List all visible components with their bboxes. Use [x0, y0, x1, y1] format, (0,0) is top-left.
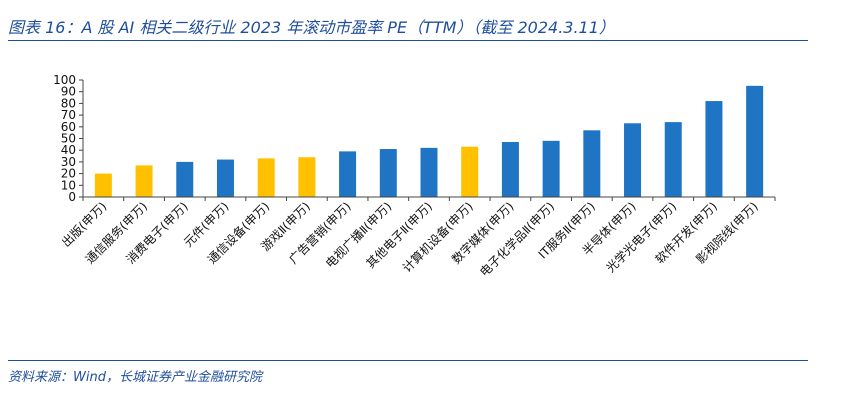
y-tick-label: 0	[68, 190, 76, 204]
category-label: 计算机设备(申万)	[399, 199, 476, 276]
bar	[664, 122, 682, 197]
y-tick-label: 10	[61, 178, 76, 192]
title-divider	[8, 40, 808, 41]
y-tick-label: 30	[61, 155, 76, 169]
bar	[379, 149, 397, 197]
source-note: 资料来源：Wind，长城证券产业金融研究院	[8, 370, 262, 385]
source-divider	[8, 360, 808, 361]
bar	[94, 173, 112, 197]
bar	[461, 146, 479, 197]
bar	[420, 147, 438, 197]
bar	[339, 151, 357, 197]
bar	[746, 85, 764, 197]
x-axis: 出版(申万)通信服务(申万)消费电子(申万)元件(申万)通信设备(申万)游戏Ⅱ(…	[59, 196, 776, 280]
y-tick-label: 40	[61, 143, 76, 157]
bar	[542, 140, 560, 197]
category-label: 电子化学品Ⅱ(申万)	[476, 199, 557, 280]
bar	[583, 130, 601, 197]
chart-title: 图表 16：A 股 AI 相关二级行业 2023 年滚动市盈率 PE（TTM）（…	[8, 18, 615, 37]
y-tick-label: 60	[61, 120, 76, 134]
y-tick-label: 100	[53, 73, 76, 87]
bar	[216, 159, 234, 197]
y-tick-label: 80	[61, 96, 76, 110]
bar	[705, 101, 723, 197]
y-tick-label: 20	[61, 167, 76, 181]
bar	[135, 165, 153, 197]
bars	[94, 85, 764, 197]
y-tick-label: 90	[61, 85, 76, 99]
bar	[298, 157, 316, 197]
y-tick-label: 50	[61, 132, 76, 146]
category-label: 光学光电子(申万)	[603, 199, 680, 276]
bar	[624, 123, 642, 197]
y-tick-label: 70	[61, 108, 76, 122]
bar	[176, 161, 194, 197]
bar	[257, 158, 275, 197]
bar	[501, 142, 519, 197]
